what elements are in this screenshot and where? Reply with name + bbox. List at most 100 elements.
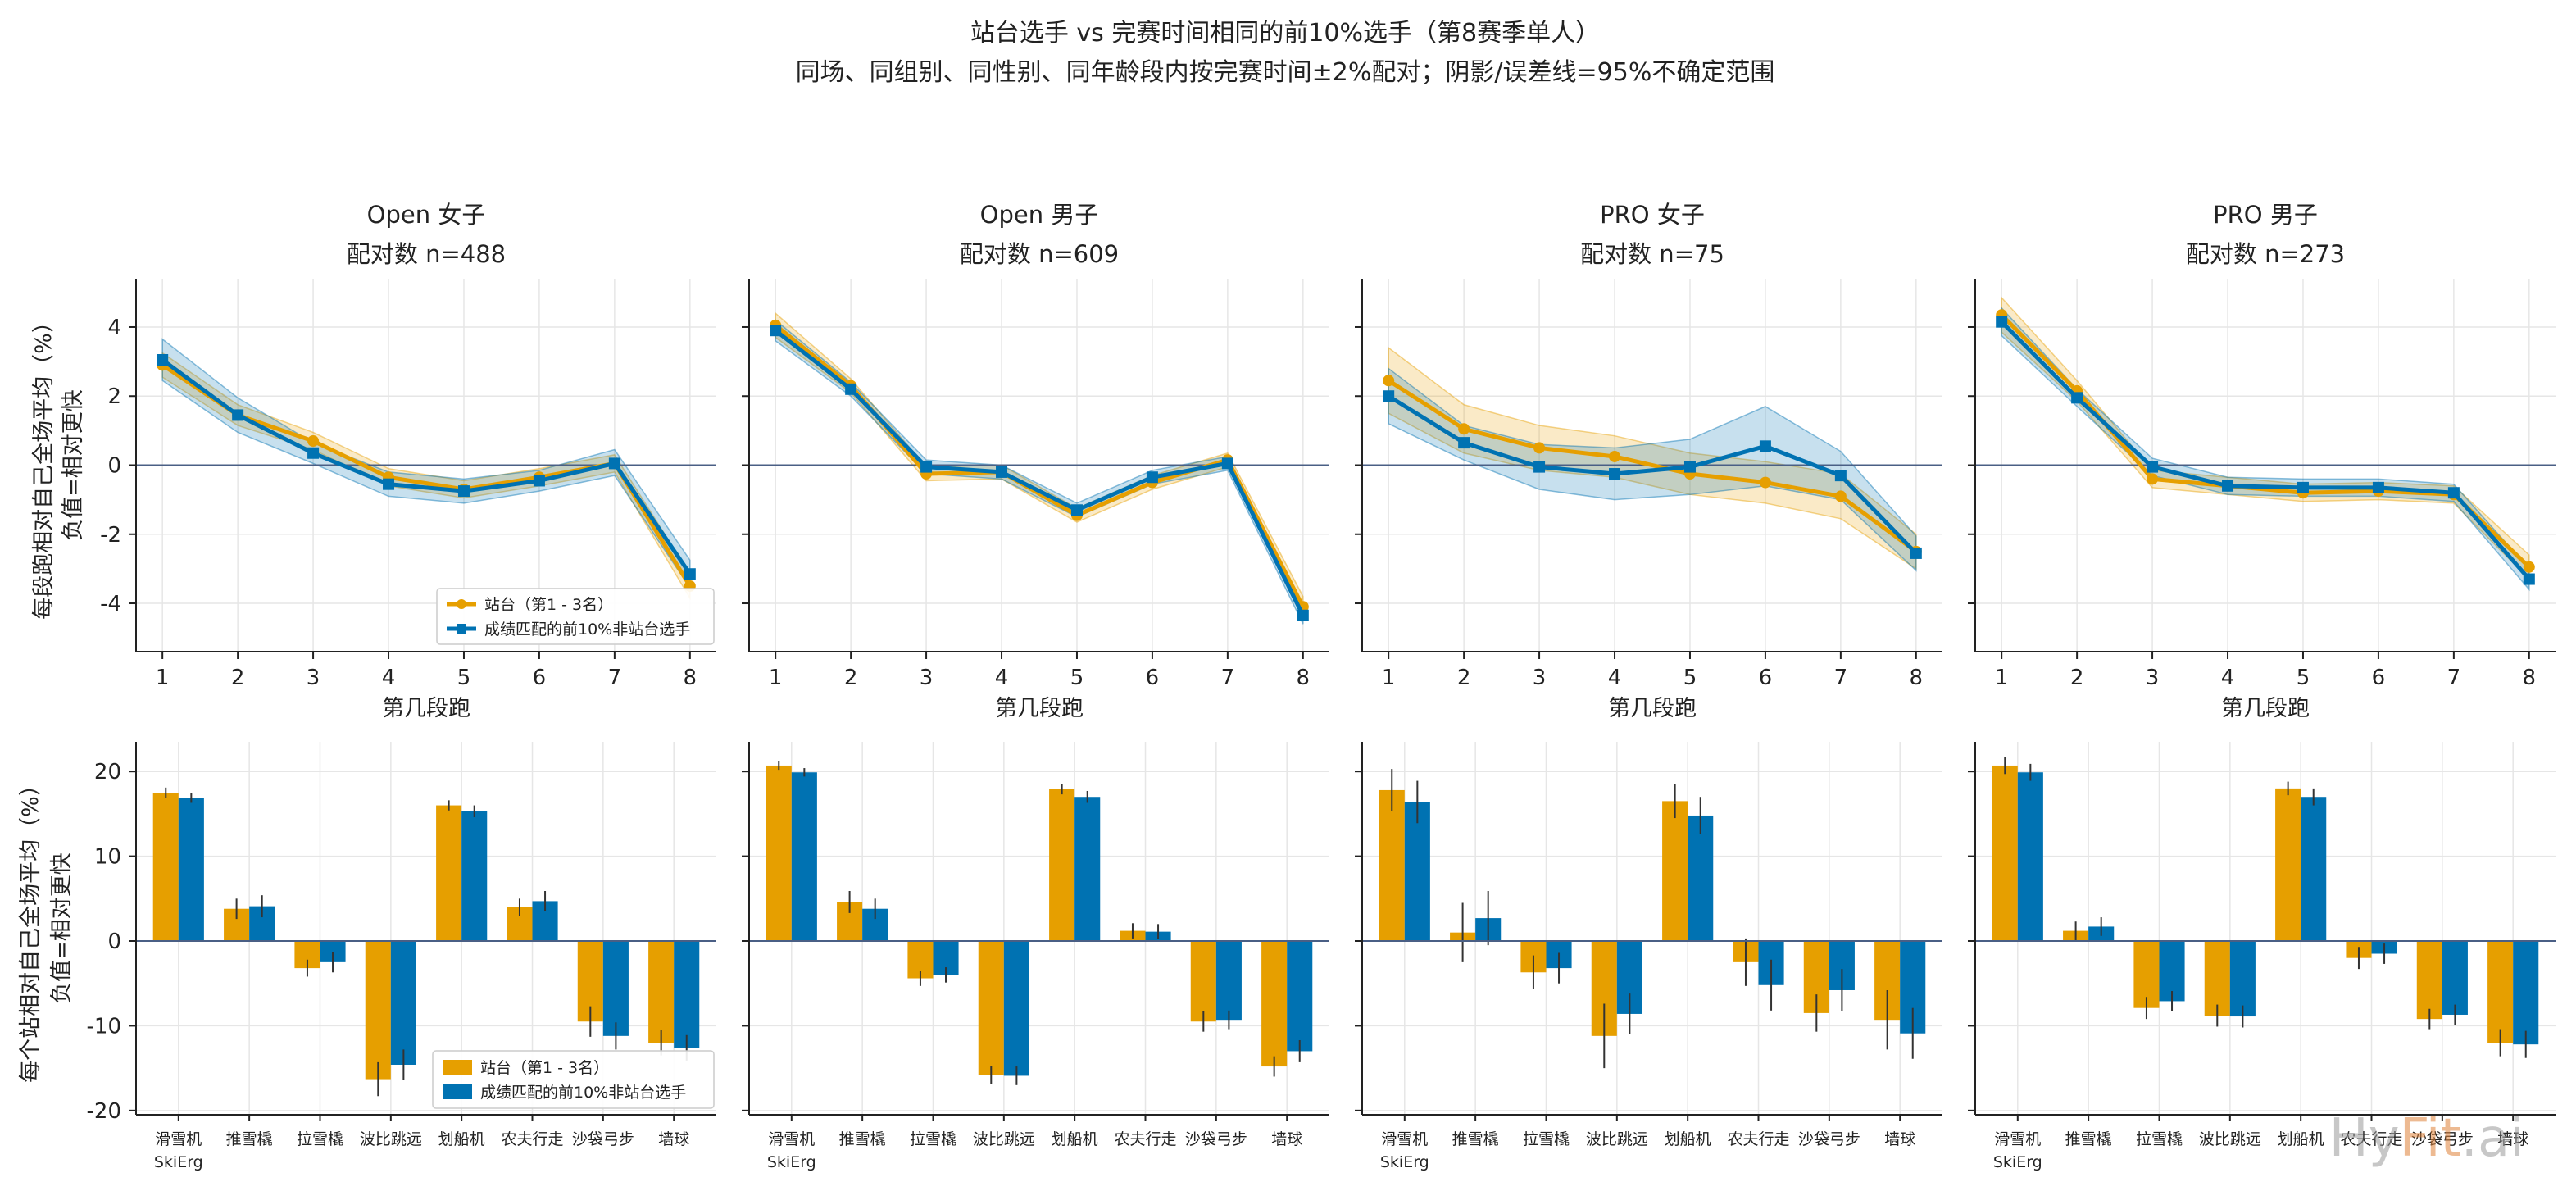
podium-series-point — [2147, 473, 2159, 485]
matched-series-point — [770, 325, 782, 337]
x-tick-label: 滑雪机 — [768, 1130, 815, 1148]
x-tick-label: 6 — [2372, 666, 2386, 690]
y-tick-label: 20 — [94, 760, 121, 784]
podium-series-point — [1458, 423, 1470, 435]
watermark-ai: .ai — [2461, 1108, 2524, 1169]
matched-series-point — [1297, 609, 1309, 621]
x-tick-label: 划船机 — [1052, 1130, 1098, 1148]
matched-bar — [1404, 802, 1430, 942]
matched-bar — [1074, 797, 1101, 942]
x-tick-label: 5 — [2297, 666, 2310, 690]
matched-series-point — [157, 354, 169, 366]
matched-series-point — [1533, 461, 1546, 473]
y-tick-label: -10 — [87, 1014, 121, 1039]
x-tick-label: 6 — [533, 666, 547, 690]
x-axis-label: 第几段跑 — [2221, 696, 2310, 721]
x-tick-label: 6 — [1146, 666, 1160, 690]
x-tick-label: 农夫行走 — [502, 1130, 564, 1148]
panel-title: PRO 女子 — [1600, 201, 1705, 229]
x-tick-label: 农夫行走 — [2341, 1130, 2403, 1148]
x-tick-label: 沙袋弓步 — [572, 1130, 634, 1148]
x-tick-label: 7 — [2447, 666, 2461, 690]
x-tick-label: 波比跳远 — [360, 1130, 422, 1148]
watermark-hy: Hy — [2329, 1108, 2400, 1169]
x-tick-sublabel: SkiErg — [1380, 1153, 1429, 1171]
matched-bar — [1003, 941, 1029, 1076]
podium-bar — [1190, 941, 1216, 1022]
matched-series-point — [1146, 471, 1158, 484]
podium-bar — [2133, 941, 2160, 1008]
x-tick-label: 7 — [1834, 666, 1848, 690]
podium-series-point — [1834, 490, 1847, 502]
x-tick-label: 农夫行走 — [1115, 1130, 1177, 1148]
x-tick-label: 3 — [1533, 666, 1547, 690]
matched-series-point — [1834, 470, 1847, 482]
x-tick-sublabel: SkiErg — [1993, 1153, 2042, 1171]
podium-series-point — [1533, 442, 1546, 454]
matched-series-point — [457, 485, 470, 498]
x-tick-label: 波比跳远 — [2199, 1130, 2261, 1148]
panel-title: Open 女子 — [367, 201, 486, 229]
x-tick-label: 2 — [844, 666, 858, 690]
bar-chart: 滑雪机 SkiErg 推雪橇 拉雪橇 波比跳远 划船机 农夫行走 沙袋弓步 墙球 — [742, 742, 1329, 1171]
matched-bar — [178, 798, 204, 942]
matched-series-point — [1458, 437, 1470, 449]
matched-bar — [2229, 941, 2256, 1017]
legend-podium-label: 站台（第1 - 3名） — [484, 596, 613, 614]
y-tick-label: -2 — [100, 523, 121, 548]
y-axis-label-note: 负值=相对更快 — [61, 389, 86, 541]
y-tick-label: 4 — [107, 316, 121, 340]
x-tick-label: 1 — [1382, 666, 1396, 690]
panel-subtitle: 配对数 n=488 — [347, 240, 506, 268]
x-tick-label: 7 — [1221, 666, 1235, 690]
matched-series-point — [1683, 461, 1696, 473]
legend-box — [432, 1050, 715, 1109]
x-tick-label: 拉雪橇 — [910, 1130, 956, 1148]
x-tick-label: 4 — [2221, 666, 2235, 690]
matched-series-point — [845, 383, 857, 395]
matched-bar — [2513, 941, 2539, 1045]
podium-bar — [2416, 941, 2442, 1020]
podium-bar — [1261, 941, 1288, 1067]
matched-bar — [2301, 797, 2327, 942]
y-tick-label: 0 — [107, 454, 121, 479]
panel-subtitle: 配对数 n=75 — [1580, 240, 1724, 268]
line-chart: 1 2 3 4 5 6 7 8 第几段跑 — [1968, 279, 2556, 721]
x-tick-label: 沙袋弓步 — [1798, 1130, 1860, 1148]
x-tick-label: 3 — [920, 666, 934, 690]
x-tick-label: 1 — [156, 666, 170, 690]
x-tick-label: 波比跳远 — [1586, 1130, 1648, 1148]
panel-subtitle: 配对数 n=273 — [2186, 240, 2345, 268]
panel-subtitle: 配对数 n=609 — [960, 240, 1119, 268]
matched-uncertainty-band — [2001, 306, 2530, 592]
matched-series-line — [1387, 394, 1918, 555]
podium-bar — [2487, 941, 2514, 1043]
line-chart: 1 2 3 4 5 6 7 8 第几段跑 -4 -2 0 2 4 每段跑相对自己全场平均（%） 负值=相对更快… — [31, 279, 716, 721]
bar-chart: 滑雪机 SkiErg 推雪橇 拉雪橇 波比跳远 划船机 农夫行走 沙袋弓步 墙球 — [1968, 742, 2556, 1171]
x-tick-label: 沙袋弓步 — [2411, 1130, 2474, 1148]
matched-uncertainty-band — [775, 318, 1304, 625]
x-tick-label: 滑雪机 — [155, 1130, 202, 1148]
podium-series-point — [307, 435, 320, 448]
x-tick-label: 推雪橇 — [1452, 1130, 1499, 1148]
matched-series-line — [2000, 320, 2531, 581]
x-tick-label: 3 — [307, 666, 320, 690]
x-tick-label: 推雪橇 — [839, 1130, 886, 1148]
legend-podium-label: 站台（第1 - 3名） — [480, 1059, 609, 1077]
x-tick-label: 滑雪机 — [1381, 1130, 1428, 1148]
podium-bar — [648, 941, 675, 1043]
matched-bar — [791, 772, 817, 942]
x-tick-label: 2 — [1457, 666, 1471, 690]
x-tick-label: 波比跳远 — [973, 1130, 1035, 1148]
matched-series-point — [684, 568, 696, 580]
legend-matched-label: 成绩匹配的前10%非站台选手 — [484, 621, 690, 639]
x-tick-label: 5 — [1683, 666, 1697, 690]
matched-series-point — [920, 461, 933, 473]
legend-matched-swatch — [443, 1084, 472, 1099]
y-tick-label: -4 — [100, 592, 121, 616]
matched-series-point — [1070, 504, 1083, 516]
podium-bar — [365, 941, 391, 1080]
x-tick-label: 农夫行走 — [1728, 1130, 1790, 1148]
